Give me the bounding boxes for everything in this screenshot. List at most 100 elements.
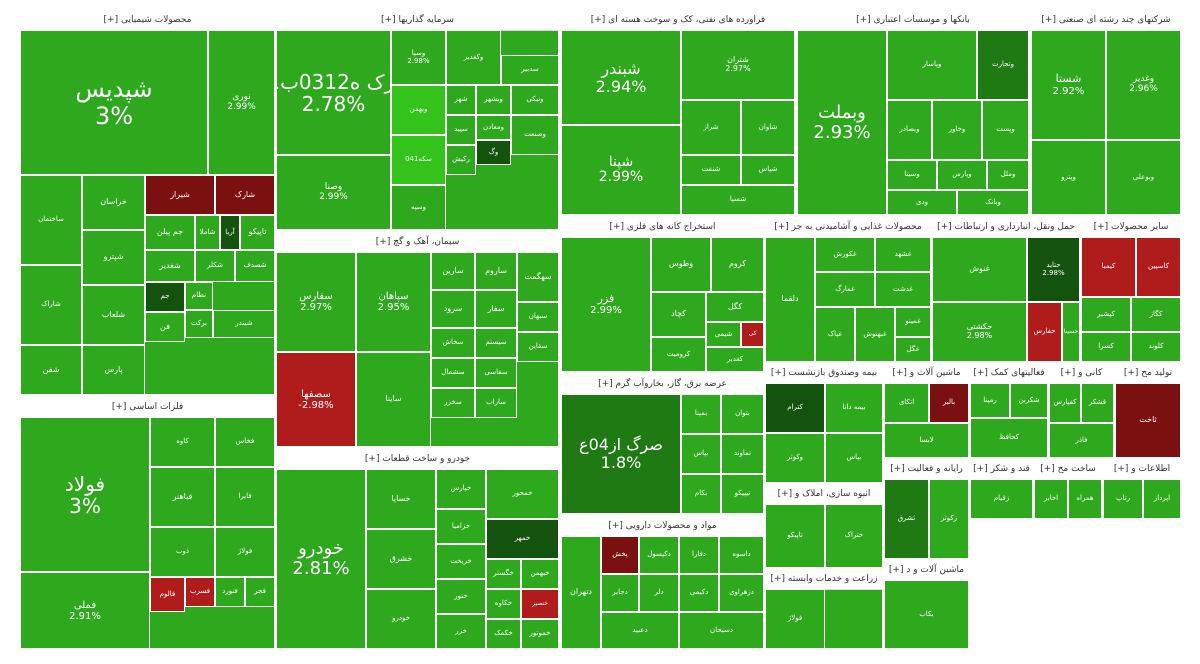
- stock-tile[interactable]: شستا 2.92%: [1031, 30, 1106, 140]
- stock-tile[interactable]: شغدیر: [145, 250, 195, 282]
- stock-tile[interactable]: اتکای: [884, 383, 929, 423]
- stock-tile[interactable]: فخاس: [215, 417, 275, 467]
- stock-tile[interactable]: پارس: [82, 345, 145, 395]
- stock-tile[interactable]: فزر 2.99%: [561, 237, 651, 372]
- stock-tile[interactable]: وبهمن: [391, 85, 446, 135]
- stock-tile[interactable]: دسبحان: [679, 612, 764, 649]
- stock-tile[interactable]: دعبید: [601, 612, 679, 649]
- stock-tile[interactable]: کپشیر: [1081, 297, 1131, 332]
- stock-tile[interactable]: اخابر: [1034, 479, 1068, 519]
- sector-header[interactable]: خودرو و ساخت قطعات [+]: [276, 449, 559, 470]
- stock-tile[interactable]: خکمک: [486, 619, 521, 649]
- stock-tile[interactable]: شکلر: [195, 250, 235, 282]
- stock-tile[interactable]: سپاهان 2.95%: [356, 252, 431, 352]
- stock-tile[interactable]: شبندر: [213, 310, 275, 338]
- sector-g5[interactable]: شرکتهای چند رشته ای صنعتی [+] شستا 2.92% وغ…: [1031, 10, 1181, 215]
- stock-tile[interactable]: سقاین: [517, 332, 559, 362]
- stock-tile[interactable]: شپاس: [741, 155, 795, 185]
- stock-tile[interactable]: داسوه: [719, 536, 764, 574]
- sector-g15[interactable]: بیمه وصندوق بازنشست [+] کترام بیمه دانا وکو…: [765, 363, 883, 483]
- stock-tile[interactable]: حسینا: [1062, 302, 1080, 362]
- stock-tile[interactable]: فجر: [245, 577, 275, 607]
- stock-tile[interactable]: جم: [145, 282, 185, 312]
- sector-g23[interactable]: اطلاعات و [+] رتاپ اپرداز: [1103, 459, 1181, 519]
- stock-tile[interactable]: بکاب: [884, 580, 969, 649]
- stock-tile[interactable]: دکپسول: [639, 536, 679, 574]
- sector-header[interactable]: بانکها و موسسات اعتباری [+]: [797, 10, 1029, 31]
- stock-tile[interactable]: دکیمی: [679, 574, 719, 612]
- stock-tile[interactable]: برکت: [185, 310, 213, 338]
- stock-tile[interactable]: وکوثر: [765, 433, 825, 483]
- stock-tile[interactable]: بالبر: [929, 383, 969, 423]
- stock-tile[interactable]: خزامیا: [436, 509, 486, 544]
- stock-tile[interactable]: کروميت: [651, 337, 706, 372]
- stock-tile[interactable]: سدبیر: [501, 55, 559, 85]
- stock-tile[interactable]: ساختمان: [20, 175, 82, 265]
- stock-tile[interactable]: تاپیکو: [765, 504, 825, 568]
- stock-tile[interactable]: خودرو: [366, 589, 436, 649]
- sector-header[interactable]: سیمان، آهک و گچ [+]: [276, 232, 559, 253]
- sector-header[interactable]: رایانه و فعالیت [+]: [884, 459, 969, 480]
- stock-tile[interactable]: وصنعت: [511, 115, 559, 155]
- stock-tile[interactable]: کاسپین: [1136, 237, 1181, 297]
- sector-g24[interactable]: انبوه سازی، املاک و [+] تاپیکو ختراک: [765, 484, 883, 568]
- stock-tile[interactable]: شتران 2.97%: [681, 30, 795, 100]
- stock-tile[interactable]: غپاک: [815, 307, 855, 362]
- sector-g17[interactable]: فعالیتهای کمک [+] رمپنا شکربن کحافظ: [970, 363, 1048, 458]
- sector-g14[interactable]: مواد و محصولات دارویی [+] دتهران پخش دکپسول…: [561, 516, 764, 649]
- stock-tile[interactable]: بتوان: [721, 394, 764, 434]
- stock-tile[interactable]: دلر: [639, 574, 679, 612]
- stock-tile[interactable]: لابسا: [884, 423, 969, 458]
- stock-tile[interactable]: حتاید 2.98%: [1027, 237, 1080, 302]
- sector-header[interactable]: حمل ونقل، انبارداری و ارتباطات [+]: [932, 217, 1080, 238]
- stock-tile[interactable]: خبهمن: [521, 559, 559, 589]
- stock-tile[interactable]: وصنا 2.99%: [276, 155, 391, 230]
- stock-tile[interactable]: دتهران: [561, 536, 601, 649]
- sector-g20[interactable]: رایانه و فعالیت [+] ثشرق زکوثر: [884, 459, 969, 559]
- stock-tile[interactable]: سیستم: [475, 328, 517, 358]
- stock-tile[interactable]: نظام: [185, 282, 213, 310]
- stock-tile[interactable]: کروم: [711, 237, 764, 292]
- sector-g3[interactable]: فراورده های نفتی، کک و سوخت هسته ای [+] ش…: [561, 10, 795, 215]
- sector-header[interactable]: تولید مح [+]: [1115, 363, 1181, 384]
- stock-tile[interactable]: کحافظ: [970, 418, 1048, 458]
- stock-tile[interactable]: غکورش: [815, 237, 875, 272]
- stock-tile[interactable]: کلوند: [1131, 332, 1181, 362]
- stock-tile[interactable]: ساینا: [356, 352, 431, 447]
- stock-tile[interactable]: سصفها -2.98%: [276, 352, 356, 447]
- sector-g13[interactable]: عرضه برق، گاز، بخاروآب گرم [+] صرگ از04ع 1…: [561, 374, 764, 514]
- stock-tile[interactable]: سفاسی: [475, 358, 517, 388]
- stock-tile[interactable]: وکغدیر: [446, 30, 501, 85]
- stock-tile[interactable]: سپید: [446, 115, 476, 145]
- stock-tile[interactable]: حفارس: [1027, 302, 1062, 362]
- stock-tile[interactable]: سهگمت: [517, 252, 559, 302]
- stock-tile[interactable]: وبوعلی: [1106, 140, 1181, 215]
- stock-tile[interactable]: غمارگ: [815, 272, 875, 307]
- stock-tile[interactable]: کترام: [765, 383, 825, 433]
- stock-tile[interactable]: شاوان: [741, 100, 795, 155]
- stock-tile[interactable]: ساروم: [475, 252, 517, 290]
- sector-header[interactable]: شرکتهای چند رشته ای صنعتی [+]: [1031, 10, 1181, 31]
- stock-tile[interactable]: خساپا: [366, 469, 436, 529]
- stock-tile[interactable]: کسرا: [1081, 332, 1131, 362]
- stock-tile[interactable]: کفپارس: [1049, 383, 1081, 423]
- stock-tile[interactable]: تاپیکو: [240, 215, 275, 250]
- stock-tile[interactable]: وملل: [987, 160, 1029, 190]
- stock-tile[interactable]: غمینو: [895, 307, 931, 337]
- stock-tile[interactable]: فنورد: [215, 577, 245, 607]
- stock-tile[interactable]: وپاسار: [887, 30, 977, 100]
- stock-tile[interactable]: وتجارت: [977, 30, 1029, 100]
- stock-tile[interactable]: خپارس: [436, 469, 486, 509]
- stock-tile[interactable]: ختراک: [825, 504, 883, 568]
- sector-header[interactable]: ماشین آلات و [+]: [884, 363, 969, 384]
- stock-tile[interactable]: رتاپ: [1103, 479, 1143, 519]
- stock-tile[interactable]: فولاد 3%: [20, 417, 150, 572]
- sector-g9[interactable]: محصولات غذایی و آشامیدنی به جز [+] دلقما غ…: [765, 217, 931, 362]
- stock-tile[interactable]: غبهنوش: [855, 307, 895, 362]
- stock-tile[interactable]: کگاز: [1131, 297, 1181, 332]
- stock-tile[interactable]: دلقما: [765, 237, 815, 362]
- sector-header[interactable]: بیمه وصندوق بازنشست [+]: [765, 363, 883, 384]
- stock-tile[interactable]: غگل: [895, 337, 931, 362]
- sector-header[interactable]: زراعت و خدمات وابسته [+]: [765, 569, 883, 590]
- stock-tile[interactable]: شسپا: [681, 185, 795, 215]
